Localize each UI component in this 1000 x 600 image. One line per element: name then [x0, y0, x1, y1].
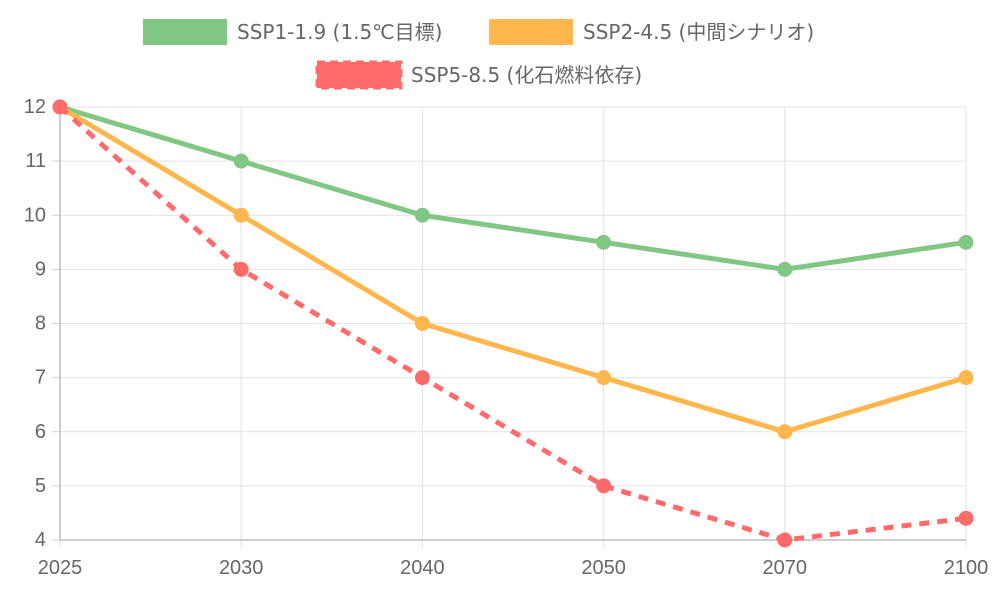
y-tick-label: 6 [35, 421, 46, 443]
y-tick-label: 7 [35, 367, 46, 389]
grid [52, 106, 967, 548]
legend-label: SSP2-4.5 (中間シナリオ) [583, 20, 814, 44]
legend-swatch [489, 19, 573, 45]
y-tick-label: 11 [25, 150, 46, 172]
series-1 [52, 99, 974, 277]
y-tick-label: 9 [35, 258, 46, 280]
data-point [596, 234, 612, 250]
data-point [414, 316, 430, 331]
data-point [958, 234, 974, 250]
data-point [777, 532, 793, 548]
legend-label: SSP1-1.9 (1.5℃目標) [237, 20, 442, 44]
legend-item-3: SSP5-8.5 (化石燃料依存) [315, 60, 642, 90]
data-point [958, 370, 974, 386]
x-tick-label: 2100 [944, 557, 989, 579]
legend-swatch [315, 60, 403, 90]
data-point [958, 510, 974, 526]
legend-item-1: SSP1-1.9 (1.5℃目標) [143, 19, 442, 45]
legend-label: SSP5-8.5 (化石燃料依存) [411, 63, 642, 87]
x-tick-label: 2025 [38, 557, 83, 579]
data-point [414, 370, 430, 386]
data-point [233, 153, 249, 169]
data-point [414, 207, 430, 223]
data-point [777, 261, 793, 277]
data-point [233, 261, 249, 277]
legend-item-2: SSP2-4.5 (中間シナリオ) [489, 19, 814, 45]
y-tick-label: 5 [35, 475, 46, 497]
data-point [596, 478, 612, 494]
series-group [52, 99, 974, 548]
x-tick-label: 2050 [581, 557, 626, 579]
data-point [52, 99, 68, 115]
y-tick-label: 10 [24, 204, 46, 226]
legend: SSP1-1.9 (1.5℃目標) SSP2-4.5 (中間シナリオ) SSP5-8… [143, 19, 814, 90]
x-tick-label: 2030 [219, 557, 264, 579]
series-3 [52, 99, 974, 548]
axes: 4 5 6 7 8 9 10 11 12 2025 2030 2040 2050 2070 2100 [24, 96, 989, 579]
y-tick-label: 8 [35, 313, 46, 335]
series-line [59, 104, 967, 272]
data-point [777, 424, 793, 440]
x-tick-label: 2040 [400, 557, 445, 579]
data-point [233, 207, 249, 223]
y-tick-label: 12 [24, 96, 46, 118]
y-tick-label: 4 [35, 529, 46, 551]
series-line [58, 104, 967, 435]
series-line [58, 105, 967, 543]
legend-swatch [143, 19, 227, 45]
data-point [596, 370, 612, 386]
x-tick-label: 2070 [763, 557, 808, 579]
